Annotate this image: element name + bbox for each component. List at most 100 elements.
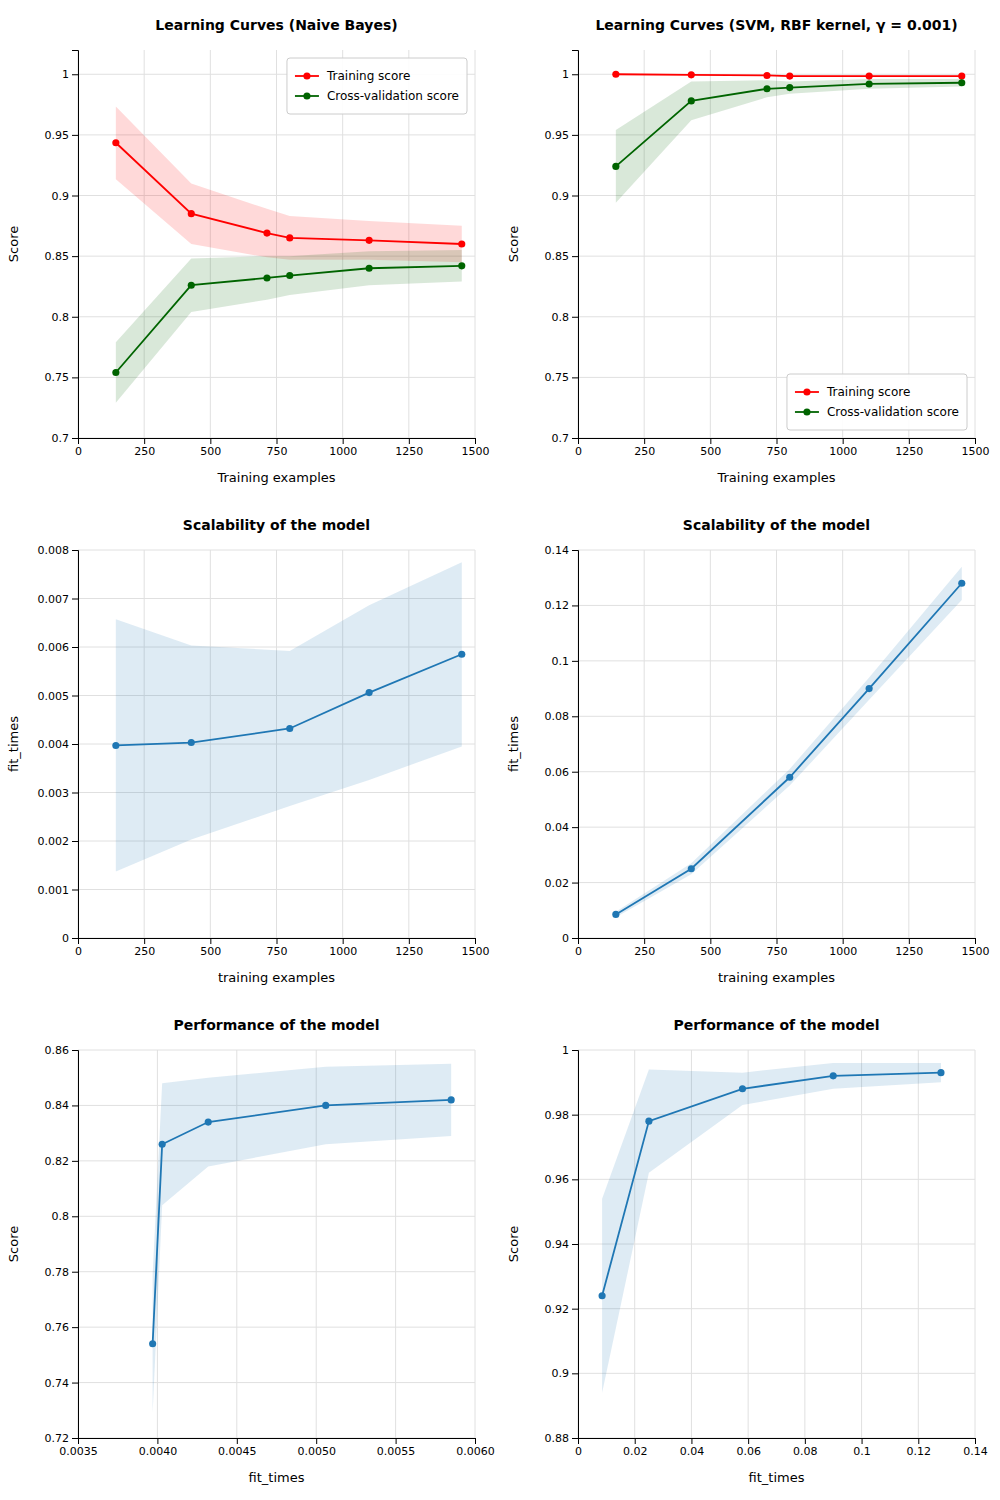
tick-label: 1 bbox=[62, 68, 69, 81]
tick: 1500 bbox=[462, 438, 490, 458]
tick-mark bbox=[572, 377, 578, 378]
tick-label: 0.007 bbox=[38, 593, 70, 606]
tick: 1 bbox=[62, 68, 78, 81]
y-axis-title: Score bbox=[506, 226, 521, 262]
grid-line bbox=[578, 1050, 975, 1051]
marker bbox=[149, 1340, 156, 1347]
tick-mark bbox=[862, 1438, 863, 1444]
tick-label: 0.002 bbox=[38, 835, 70, 848]
tick-label: 1500 bbox=[962, 445, 990, 458]
tick-mark bbox=[72, 1383, 78, 1384]
title: Learning Curves (Naive Bayes) bbox=[155, 17, 397, 33]
tick-label: 0.95 bbox=[45, 129, 70, 142]
tick: 500 bbox=[200, 938, 221, 958]
grid-line bbox=[78, 889, 475, 890]
tick-mark bbox=[72, 1272, 78, 1273]
grid-line bbox=[578, 882, 975, 883]
marker bbox=[763, 72, 770, 79]
tick-label: 0.06 bbox=[545, 766, 570, 779]
tick: 0.12 bbox=[545, 599, 579, 612]
tick-label: 0.82 bbox=[45, 1155, 70, 1168]
tick: 0.1 bbox=[552, 655, 579, 668]
tick-mark bbox=[144, 438, 145, 444]
tick: 0.88 bbox=[545, 1432, 579, 1445]
plot-area bbox=[112, 106, 465, 402]
marker bbox=[188, 282, 195, 289]
grid-line bbox=[975, 550, 976, 938]
tick-mark bbox=[72, 550, 78, 551]
marker bbox=[159, 1141, 166, 1148]
x-axis: 0250500750100012501500 bbox=[575, 438, 990, 458]
tick-mark bbox=[343, 938, 344, 944]
tick-mark bbox=[909, 438, 910, 444]
tick-mark bbox=[572, 883, 578, 884]
tick-label: 1250 bbox=[395, 945, 423, 958]
y-axis-title: Score bbox=[506, 1226, 521, 1262]
std-band bbox=[116, 250, 462, 403]
tick: 0.04 bbox=[545, 821, 579, 834]
y-axis-title: Score bbox=[6, 226, 21, 262]
tick-mark bbox=[572, 1309, 578, 1310]
x-axis: 00.020.040.060.080.10.120.14 bbox=[575, 1438, 988, 1458]
grid-line bbox=[578, 1373, 975, 1374]
tick-mark bbox=[72, 438, 78, 439]
tick-mark bbox=[572, 196, 578, 197]
tick: 0.9 bbox=[52, 190, 79, 203]
tick: 250 bbox=[134, 938, 155, 958]
tick-mark bbox=[572, 1244, 578, 1245]
grid-line bbox=[578, 256, 975, 257]
grid bbox=[78, 1050, 475, 1438]
axis-line bbox=[72, 51, 79, 439]
plot-area bbox=[612, 567, 965, 918]
panel: 00.020.040.060.080.10.120.140.880.90.920… bbox=[506, 1017, 988, 1485]
tick-label: 0.92 bbox=[545, 1303, 570, 1316]
tick-label: 0.76 bbox=[45, 1321, 70, 1334]
legend-item: Cross-validation score bbox=[295, 89, 459, 103]
tick-mark bbox=[572, 135, 578, 136]
marker bbox=[612, 911, 619, 918]
tick-label: 250 bbox=[634, 445, 655, 458]
tick-label: 750 bbox=[267, 945, 288, 958]
tick-mark bbox=[72, 841, 78, 842]
tick-mark bbox=[475, 1438, 476, 1444]
tick-mark bbox=[72, 135, 78, 136]
tick-mark bbox=[572, 1115, 578, 1116]
tick-label: 1 bbox=[562, 68, 569, 81]
tick-mark bbox=[72, 1438, 78, 1439]
tick: 0.75 bbox=[45, 371, 79, 384]
tick-mark bbox=[475, 438, 476, 444]
tick-mark bbox=[72, 317, 78, 318]
panel: 025050075010001250150000.0010.0020.0030.… bbox=[6, 517, 490, 985]
tick-label: 1000 bbox=[829, 945, 857, 958]
grid-line bbox=[578, 605, 975, 606]
tick: 0.8 bbox=[52, 311, 79, 324]
tick: 500 bbox=[700, 438, 721, 458]
grid bbox=[578, 50, 975, 438]
marker bbox=[958, 580, 965, 587]
tick-label: 0.003 bbox=[38, 787, 70, 800]
tick-label: 0.85 bbox=[545, 250, 570, 263]
tick-label: 1250 bbox=[395, 445, 423, 458]
tick-mark bbox=[644, 438, 645, 444]
tick-label: 1500 bbox=[462, 945, 490, 958]
tick-mark bbox=[72, 1105, 78, 1106]
plot-area bbox=[112, 562, 465, 871]
tick: 0 bbox=[575, 938, 582, 958]
tick-mark bbox=[72, 647, 78, 648]
tick-label: 750 bbox=[767, 445, 788, 458]
grid-line bbox=[578, 195, 975, 196]
tick-mark bbox=[748, 1438, 749, 1444]
tick: 1000 bbox=[329, 938, 357, 958]
tick: 0.007 bbox=[38, 593, 79, 606]
std-band bbox=[616, 79, 962, 203]
tick: 0.003 bbox=[38, 787, 79, 800]
tick: 1 bbox=[562, 1044, 578, 1057]
tick: 0.1 bbox=[853, 1438, 871, 1458]
tick: 250 bbox=[634, 438, 655, 458]
line bbox=[116, 266, 462, 373]
tick-label: 0.1 bbox=[853, 1445, 871, 1458]
tick-label: 0.0055 bbox=[377, 1445, 416, 1458]
x-axis: 0250500750100012501500 bbox=[75, 438, 490, 458]
tick-mark bbox=[277, 438, 278, 444]
x-axis-title: Training examples bbox=[716, 470, 835, 485]
